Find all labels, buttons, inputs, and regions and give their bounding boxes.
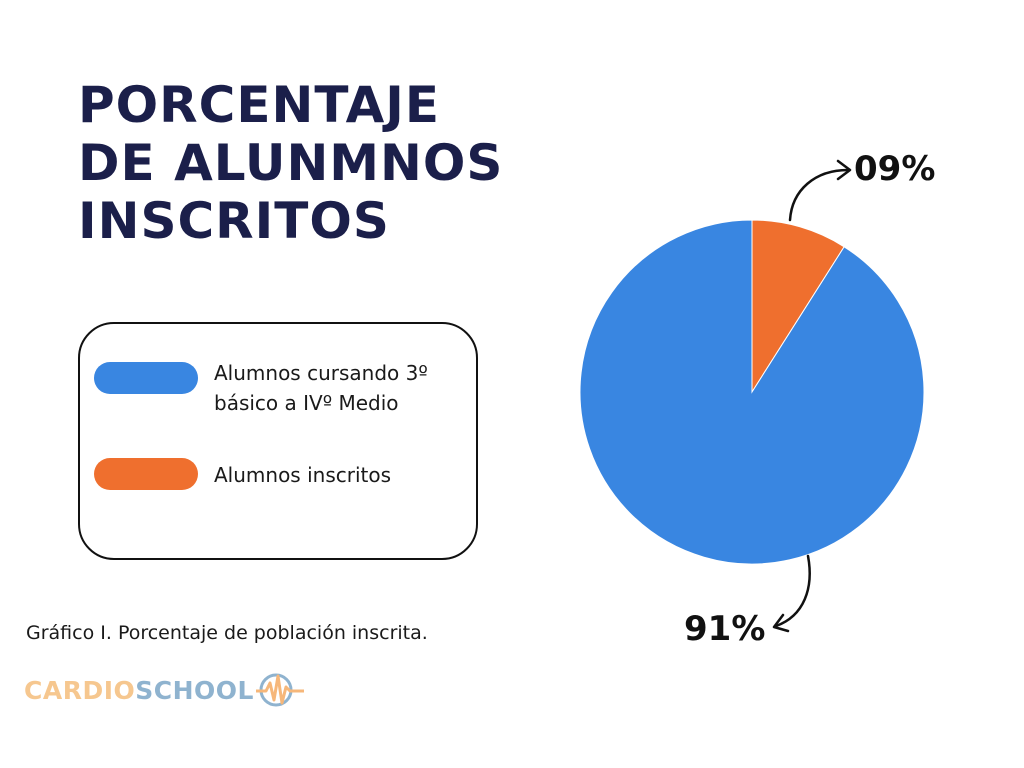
title-line-1: PORCENTAJE [78,76,441,134]
chart-legend: Alumnos cursando 3º básico a IVº Medio A… [78,322,478,560]
heartbeat-circle-icon [255,673,304,707]
pie-slice-registered [751,219,845,394]
legend-item-enrolled-population: Alumnos cursando 3º básico a IVº Medio [94,358,474,418]
legend-swatch-orange [94,458,198,490]
logo-text-school: SCHOOL [135,675,254,705]
legend-label: Alumnos inscritos [214,463,392,487]
pie-slices [579,219,925,565]
title-line-2: DE ALUNMNOS [78,134,504,192]
arrow-small-slice [788,168,850,222]
legend-swatch-blue [94,362,198,394]
cardioschool-logo: CARDIO SCHOOL [24,670,304,710]
data-label-large-slice: 91% [684,609,765,649]
data-label-small-slice: 09% [854,149,935,189]
arrow-large-slice [774,554,811,628]
title-line-3: INSCRITOS [78,192,390,250]
legend-item-registered: Alumnos inscritos [94,458,474,490]
arrowhead-large-slice [772,613,790,633]
chart-caption: Gráfico I. Porcentaje de población inscr… [26,622,428,644]
logo-text-cardio: CARDIO [24,675,136,705]
pie-chart: 09% 91% [579,149,935,649]
pie-slice-enrolled-population [579,219,925,565]
arrowhead-small-slice [836,159,852,181]
page-title: PORCENTAJE DE ALUNMNOS INSCRITOS [78,76,503,250]
legend-label: Alumnos cursando 3º básico a IVº Medio [214,361,428,415]
